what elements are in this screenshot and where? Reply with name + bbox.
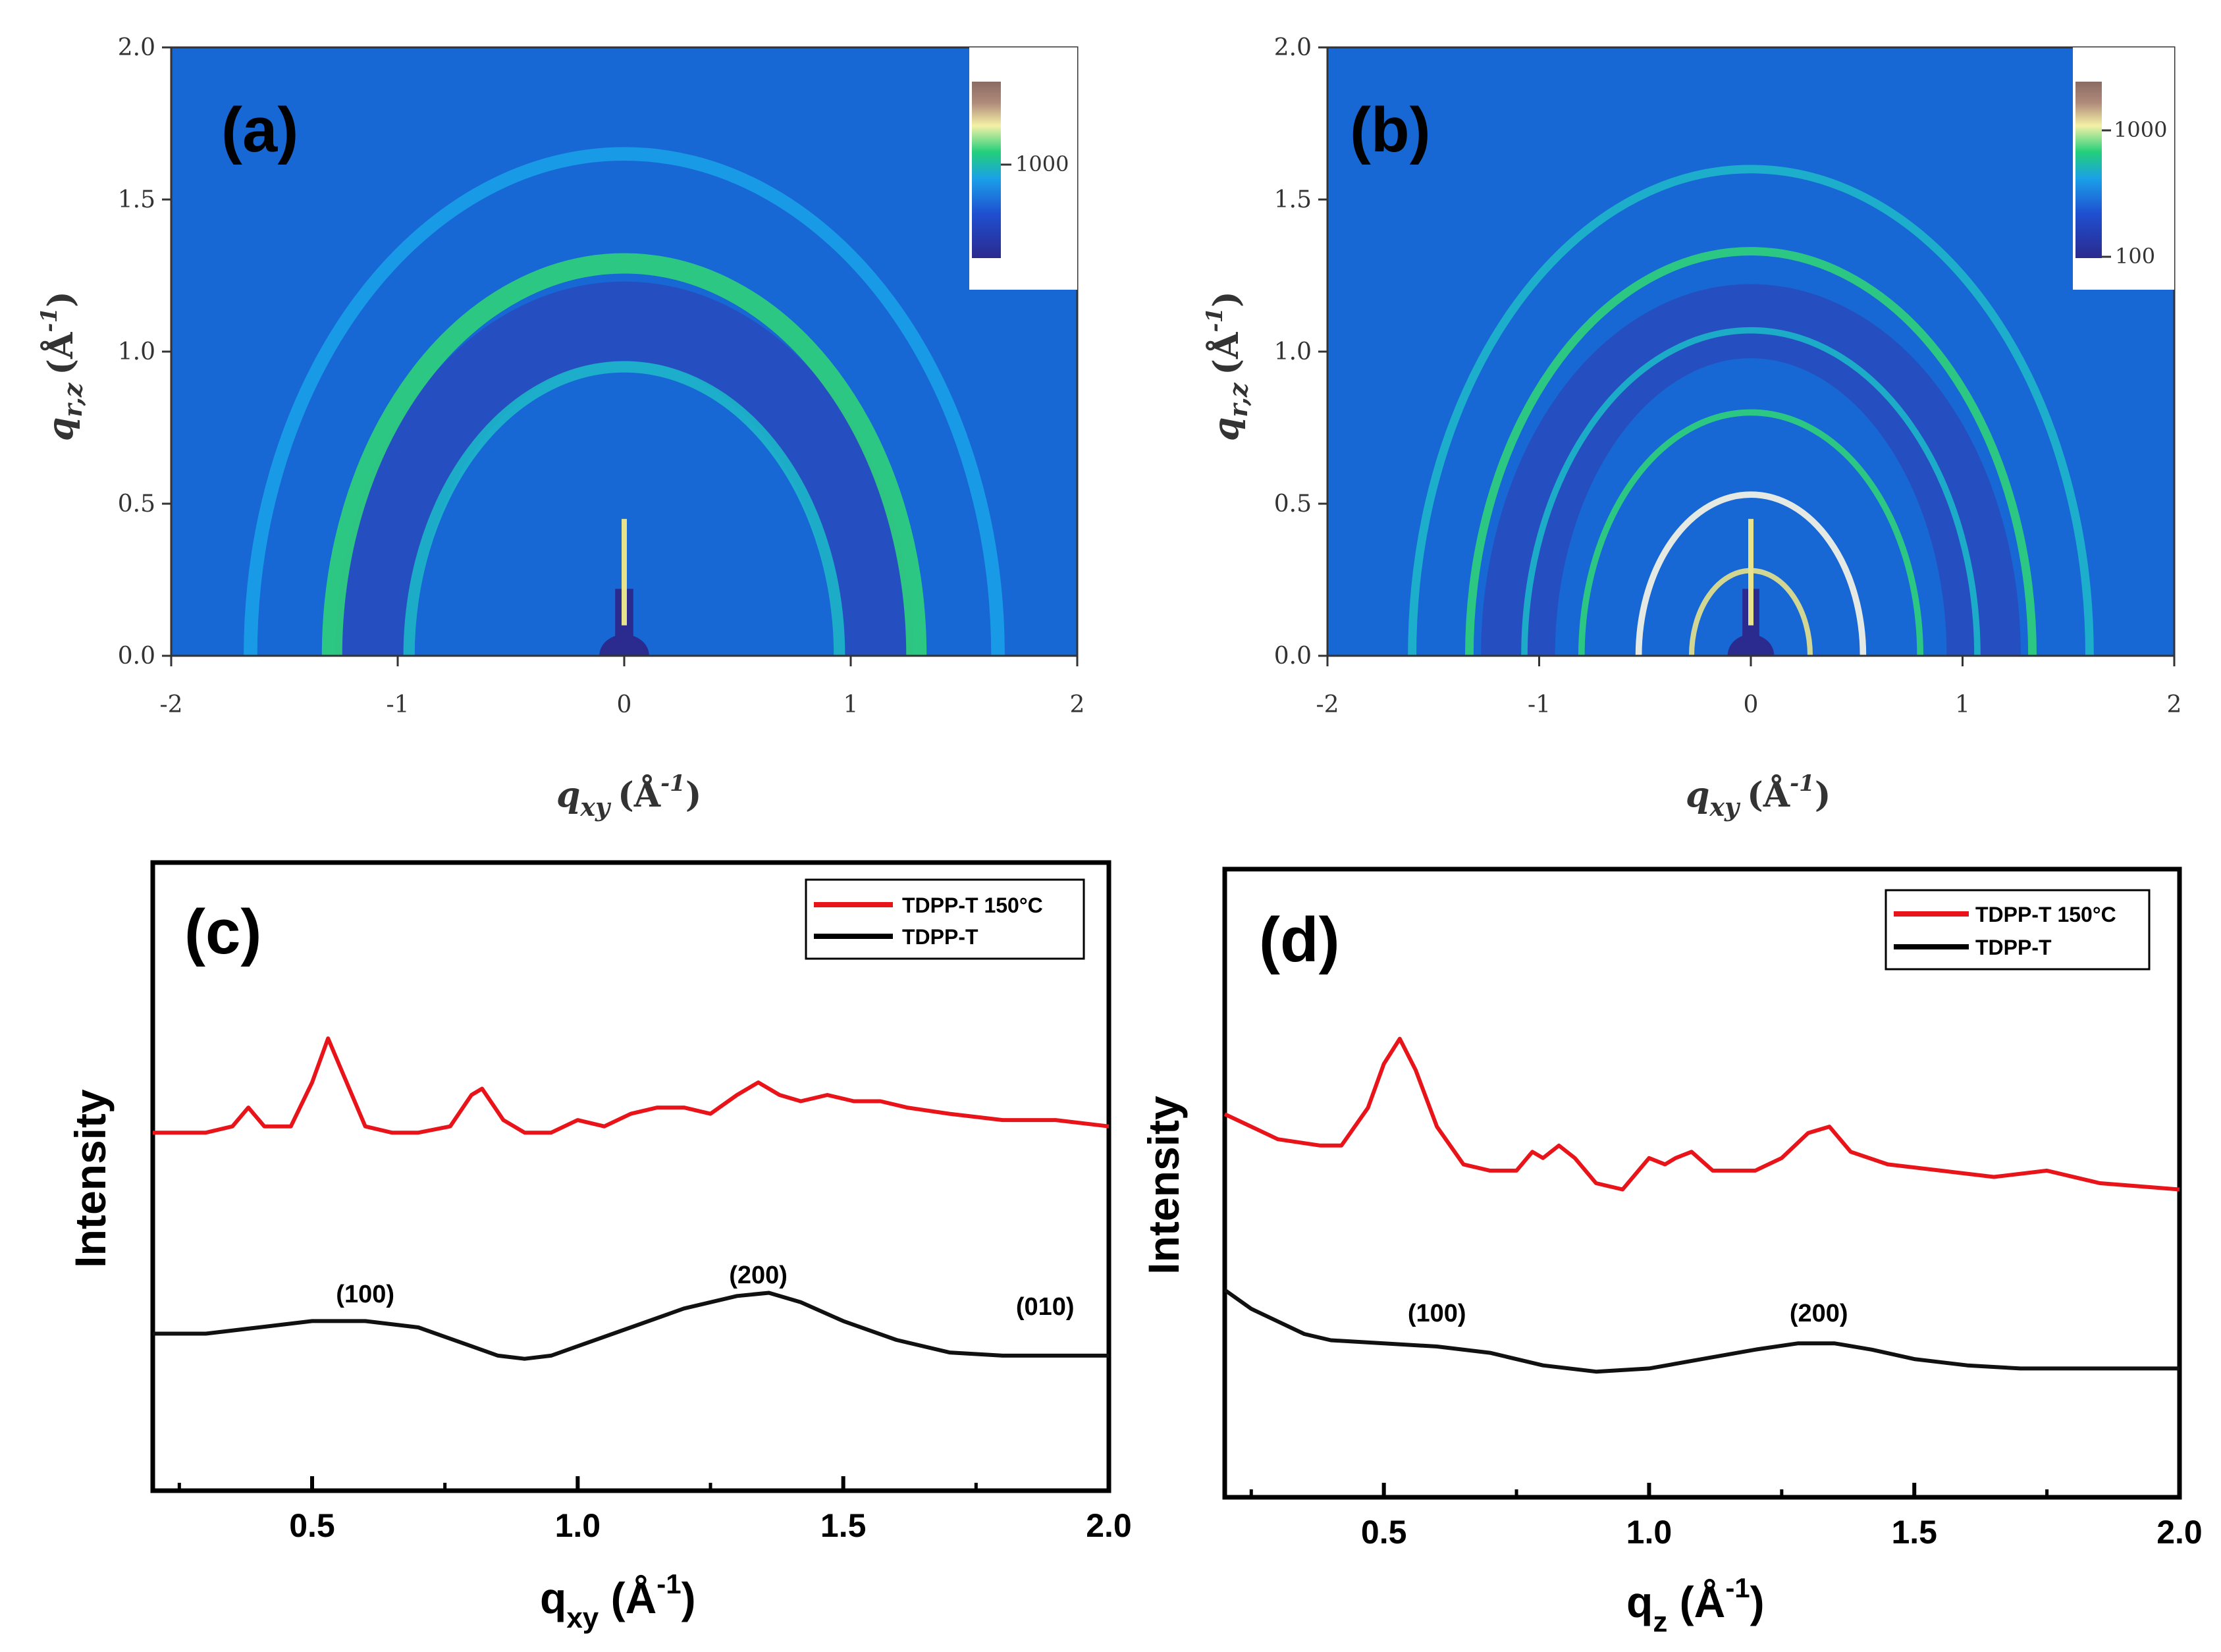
panel-b-bg-ring <box>1481 284 2021 656</box>
panel-a-ticks: -2 -1 0 1 2 0.0 0.5 1.0 1.5 2.0 <box>118 34 1085 718</box>
panel-c-annotation-0: (100) <box>336 1281 394 1308</box>
panel-d-xtick-label-3: 2.0 <box>2156 1514 2203 1551</box>
panel-b-xtick-label-4: 2 <box>2167 691 2182 718</box>
panel-c-xlabel: qxy (Å-1) <box>540 1568 696 1634</box>
panel-d-xtick-label-0: 0.5 <box>1361 1514 1407 1551</box>
panel-b-ticks: -2 -1 0 1 2 0.0 0.5 1.0 1.5 2.0 <box>1274 34 2182 718</box>
panel-b-label: (b) <box>1350 95 1431 165</box>
panel-c-legend-box <box>805 878 1085 960</box>
panel-c-frame <box>150 860 1111 1493</box>
panel-c-legend-label-red: TDPP-T 150°C <box>902 893 1043 917</box>
panel-d-legend: TDPP-T 150°C TDPP-T <box>1885 889 2151 971</box>
panel-c-label: (c) <box>184 897 261 967</box>
panel-d-legend-label-black: TDPP-T <box>1975 936 2052 959</box>
panel-d-annotation-0: (100) <box>1408 1300 1466 1327</box>
panel-b-ring-4 <box>1465 247 2037 656</box>
panel-b-colorbar <box>2075 82 2102 258</box>
panel-b-rings <box>1408 165 2094 656</box>
panel-b-xtick-label-2: 0 <box>1744 691 1759 718</box>
panel-b-xtick-label-0: -2 <box>1316 691 1339 718</box>
panel-b-xlabel: qxy (Å-1) <box>1686 770 1831 822</box>
panel-b-ytick-label-2: 1.0 <box>1274 338 1312 365</box>
panel-d: (d) TDPP-T 150°C TDPP-T (100) (200) 0.5 1.0… <box>1139 866 2203 1638</box>
panel-a-colorbar-label: 1000 <box>1015 151 1069 176</box>
panel-b-ring-1 <box>1635 491 1867 656</box>
panel-d-frame <box>1222 866 2182 1500</box>
panel-a-ylabel: qr,z(Å-1) <box>36 291 88 441</box>
panel-c-plot: (100) (200) (010) 0.5 1.0 1.5 2.0 <box>153 1036 1132 1544</box>
panel-b-xtick-label-1: -1 <box>1528 691 1551 718</box>
panel-d-label: (d) <box>1259 905 1340 975</box>
panel-b-colorbar-label-high: 1000 <box>2114 117 2167 142</box>
panel-b-ring-2 <box>1578 409 1923 656</box>
panel-c-xtick-label-3: 2.0 <box>1086 1507 1132 1544</box>
panel-a-ring-2 <box>244 147 1005 656</box>
panel-b-ytick-label-0: 0.0 <box>1274 643 1312 670</box>
panel-d-series-0 <box>1223 1036 2180 1192</box>
panel-a-bg-ring <box>335 281 913 656</box>
panel-c-xtick-label-1: 1.0 <box>555 1507 601 1544</box>
panel-d-series-1 <box>1223 1288 2180 1374</box>
panel-b-ylabel: qr,z(Å-1) <box>1202 291 1253 441</box>
panel-a-xtick-label-2: 0 <box>617 691 632 718</box>
panel-c-xtick-label-0: 0.5 <box>289 1507 335 1544</box>
panel-a-colorbar <box>972 82 1001 258</box>
panel-a-label: (a) <box>221 95 298 165</box>
panel-c-xtick-label-2: 1.5 <box>820 1507 867 1544</box>
panel-c-annotation-2: (010) <box>1016 1293 1075 1321</box>
panel-b-ring-3 <box>1521 327 1981 656</box>
panel-c-legend: TDPP-T 150°C TDPP-T <box>805 878 1085 960</box>
panel-a-ytick-label-1: 0.5 <box>118 491 155 518</box>
panel-b: 1000 100 (b) -2 -1 0 1 2 0.0 0.5 1.0 1.5 2.0 qxy(… <box>1202 34 2182 822</box>
panel-a-xtick-label-3: 1 <box>843 691 859 718</box>
panel-a-xtick-label-4: 2 <box>1070 691 1085 718</box>
panel-a-ytick-label-2: 1.0 <box>118 338 155 365</box>
panel-c: (c) TDPP-T 150°C TDPP-T (100) (200) (010) 0… <box>66 860 1132 1634</box>
panel-d-plot: (100) (200) 0.5 1.0 1.5 2.0 <box>1223 1036 2203 1551</box>
panel-b-colorbar-label-low: 100 <box>2115 244 2155 269</box>
panel-b-ytick-label-1: 0.5 <box>1274 491 1312 518</box>
panel-d-ylabel: Intensity <box>1139 1096 1188 1275</box>
panel-a-xlabel: qxy (Å-1) <box>556 770 701 822</box>
panel-c-ylabel: Intensity <box>66 1089 115 1268</box>
panel-c-series-0 <box>153 1036 1110 1135</box>
panel-d-xtick-label-2: 1.5 <box>1891 1514 1937 1551</box>
panel-a-ring-1 <box>321 253 927 656</box>
panel-a-xtick-label-1: -1 <box>386 691 409 718</box>
panel-a-beamstop-base <box>599 634 649 656</box>
panel-c-legend-label-black: TDPP-T <box>902 925 978 949</box>
panel-d-xlabel: qz (Å-1) <box>1626 1572 1765 1638</box>
panel-c-series-1 <box>153 1291 1109 1361</box>
panel-c-annotation-1: (200) <box>729 1262 788 1289</box>
panel-a-ytick-label-4: 2.0 <box>118 34 155 61</box>
panel-a: 1000 (a) -2 -1 0 1 2 0.0 0.5 1.0 1.5 2.0 qxy (Å-1)… <box>36 34 1085 822</box>
panel-b-ytick-label-4: 2.0 <box>1274 34 1312 61</box>
panel-d-annotation-1: (200) <box>1790 1300 1848 1327</box>
panel-b-beamstop-base <box>1727 634 1775 656</box>
panel-d-legend-box <box>1885 889 2151 971</box>
panel-a-ytick-label-0: 0.0 <box>118 643 155 670</box>
panel-d-legend-label-red: TDPP-T 150°C <box>1975 903 2116 926</box>
panel-d-xtick-label-1: 1.0 <box>1626 1514 1672 1551</box>
panel-b-ring-5 <box>1408 165 2094 656</box>
panel-a-xtick-label-0: -2 <box>159 691 182 718</box>
panel-b-xtick-label-3: 1 <box>1955 691 1970 718</box>
panel-b-ytick-label-3: 1.5 <box>1274 186 1312 213</box>
panel-a-ytick-label-3: 1.5 <box>118 186 155 213</box>
